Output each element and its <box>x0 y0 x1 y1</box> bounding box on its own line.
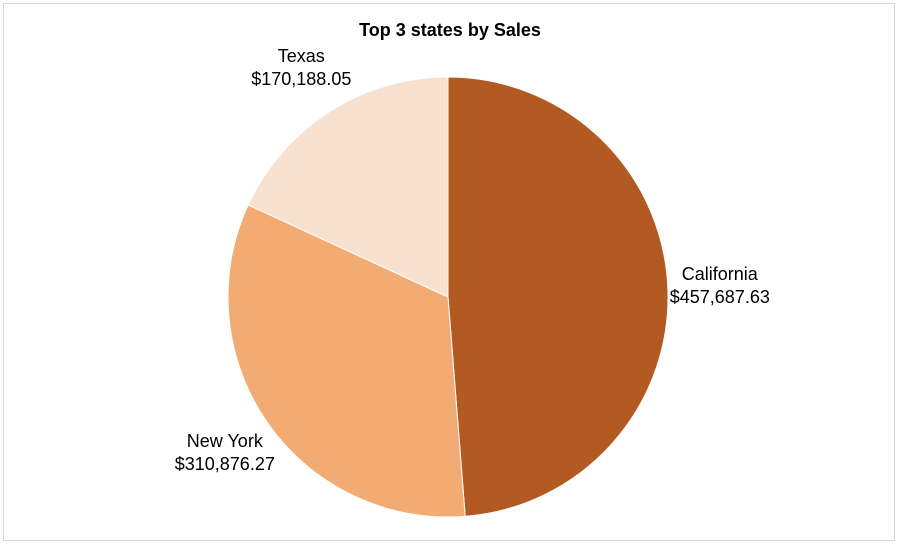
slice-label-new-york: New York $310,876.27 <box>175 430 275 476</box>
slice-label-texas-category: Texas <box>277 45 325 66</box>
slice-label-texas: Texas $170,188.05 <box>251 45 351 91</box>
pie-slice-new-york <box>227 204 466 518</box>
slice-label-new-york-category: New York <box>186 430 263 451</box>
slice-label-california: California $457,687.63 <box>670 263 770 309</box>
slice-label-texas-value: $170,188.05 <box>251 68 352 89</box>
slice-label-california-category: California <box>681 264 758 285</box>
pie-slice-texas <box>247 76 449 298</box>
chart-title: Top 3 states by Sales <box>359 20 541 40</box>
pie-slice-california <box>447 76 669 517</box>
slice-label-california-value: $457,687.63 <box>669 287 770 308</box>
slice-label-new-york-value: $310,876.27 <box>174 453 275 474</box>
